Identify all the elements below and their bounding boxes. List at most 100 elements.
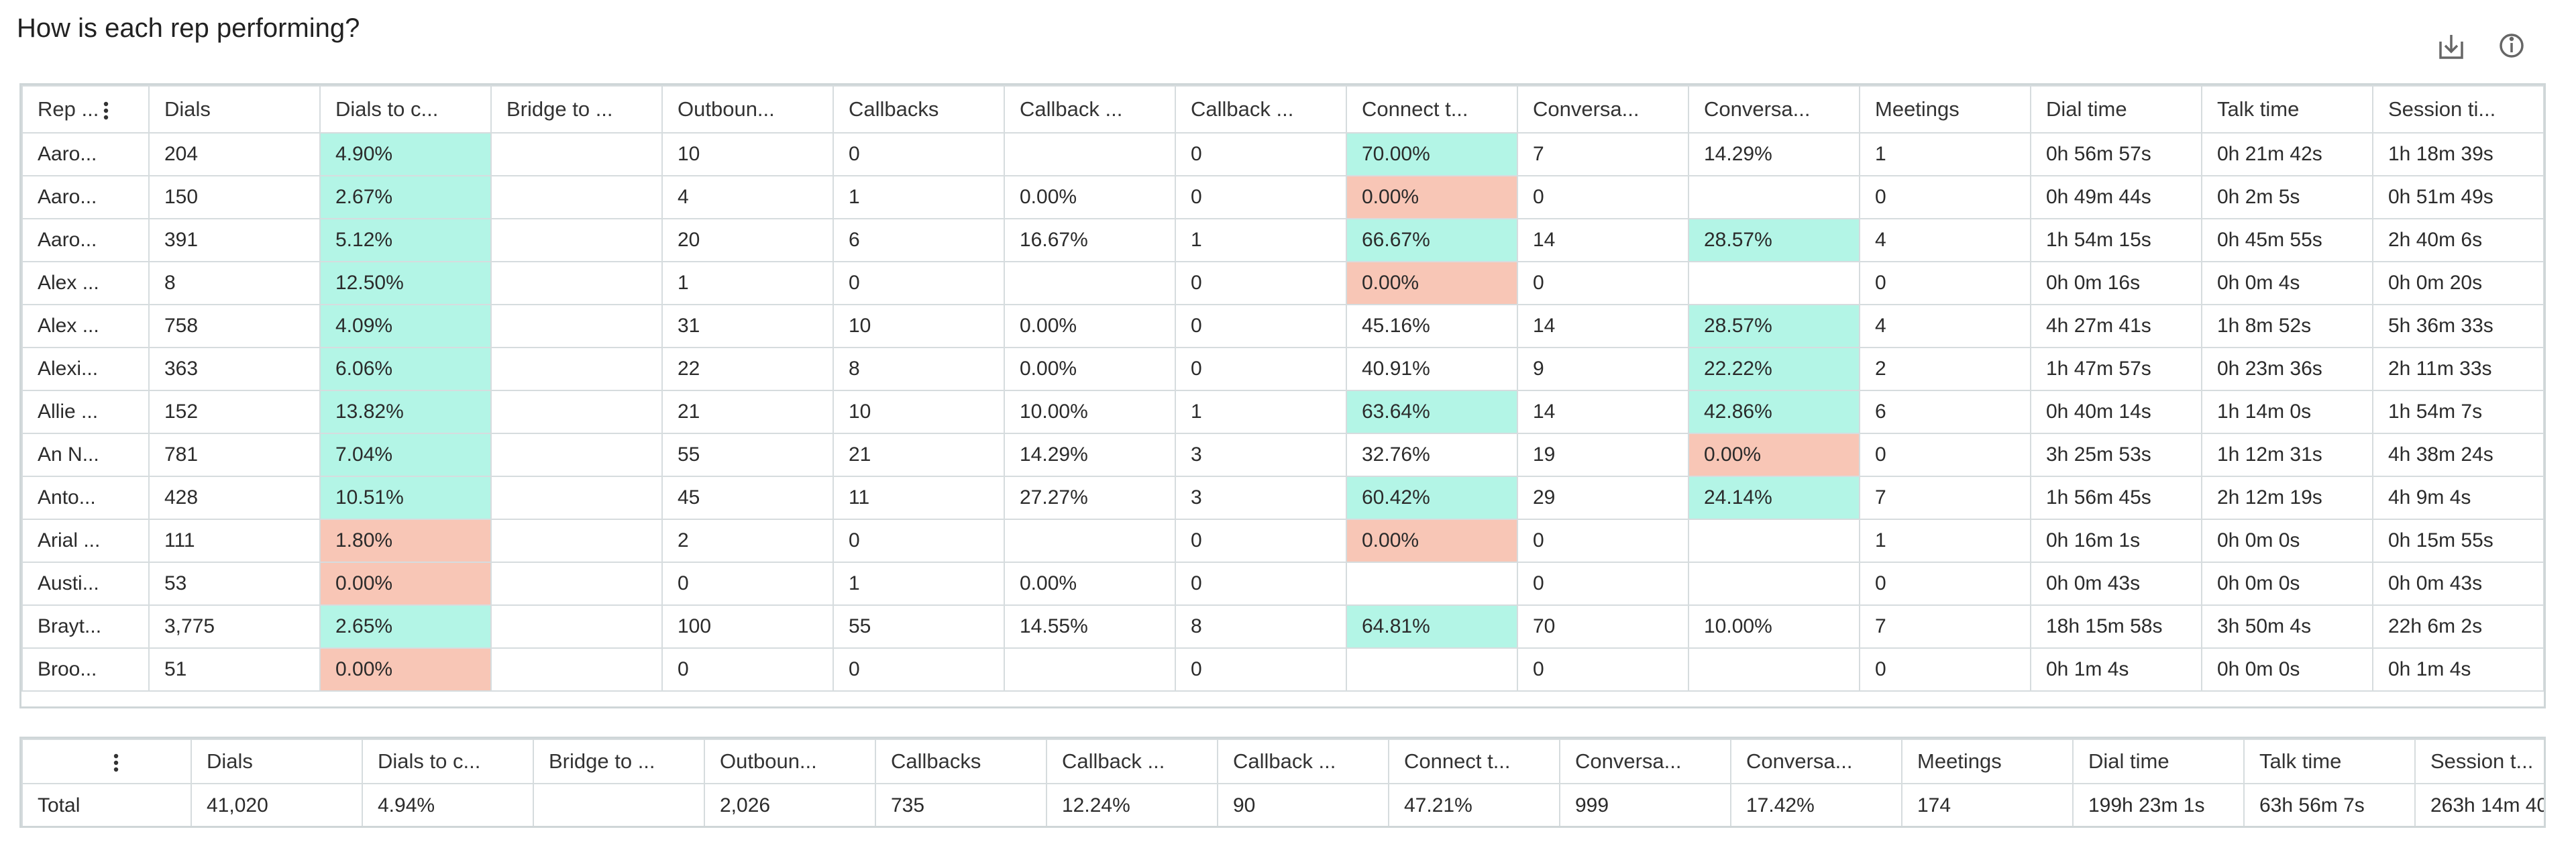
table-cell: [490, 433, 663, 477]
column-header[interactable]: Conversa...: [1730, 739, 1902, 784]
table-cell: 31: [661, 304, 834, 348]
table-cell: 4h 38m 24s: [2372, 433, 2544, 477]
column-header[interactable]: Conversa...: [1688, 85, 1860, 134]
column-header[interactable]: Conversa...: [1517, 85, 1689, 134]
column-header[interactable]: Conversa...: [1559, 739, 1731, 784]
rep-name-cell: Aaro...: [21, 175, 150, 219]
column-menu-icon[interactable]: [113, 753, 119, 773]
table-cell: 1.80%: [319, 519, 492, 563]
column-header[interactable]: Meetings: [1859, 85, 2031, 134]
column-header[interactable]: Callback ...: [1046, 739, 1218, 784]
table-cell: 28.57%: [1688, 218, 1860, 262]
table-cell: 8: [148, 261, 321, 305]
column-menu-icon[interactable]: [103, 101, 109, 121]
table-cell: 0h 0m 43s: [2030, 562, 2202, 606]
column-header[interactable]: Callback ...: [1217, 739, 1389, 784]
table-row: Anto... 428 10.51% 45 11 27.27% 3 60.42% 29 24.14…: [21, 476, 2544, 520]
info-icon[interactable]: [2500, 34, 2524, 58]
table-cell: 40.91%: [1346, 347, 1518, 391]
column-header[interactable]: Dials: [148, 85, 321, 134]
table-cell: 0: [833, 132, 1005, 176]
column-header[interactable]: Connect t...: [1388, 739, 1560, 784]
table-cell: 1: [833, 175, 1005, 219]
total-cell: 735: [875, 783, 1047, 826]
table-cell: 10.51%: [319, 476, 492, 520]
column-header[interactable]: Meetings: [1901, 739, 2074, 784]
column-header[interactable]: Callback ...: [1004, 85, 1176, 134]
table-cell: 0: [1859, 175, 2031, 219]
table-cell: 5.12%: [319, 218, 492, 262]
table-cell: 60.42%: [1346, 476, 1518, 520]
column-header[interactable]: Rep ...: [21, 85, 150, 134]
table-cell: 24.14%: [1688, 476, 1860, 520]
column-header[interactable]: Dial time: [2030, 85, 2202, 134]
column-header[interactable]: Dials to c...: [319, 85, 492, 134]
table-cell: 0h 45m 55s: [2201, 218, 2373, 262]
table-cell: 0: [1517, 647, 1689, 692]
table-cell: [490, 261, 663, 305]
table-cell: 0h 0m 16s: [2030, 261, 2202, 305]
total-cell: 2,026: [704, 783, 876, 826]
download-icon[interactable]: [2439, 35, 2463, 59]
table-cell: 100: [661, 604, 834, 649]
table-cell: 20: [661, 218, 834, 262]
table-cell: [1004, 647, 1176, 692]
table-cell: [1688, 647, 1860, 692]
table-cell: 0: [1517, 519, 1689, 563]
column-header[interactable]: Outboun...: [704, 739, 876, 784]
table-cell: [1004, 519, 1176, 563]
column-header[interactable]: Dials to c...: [362, 739, 534, 784]
column-header[interactable]: Connect t...: [1346, 85, 1518, 134]
column-header[interactable]: Dials: [191, 739, 363, 784]
rep-name-cell: Aaro...: [21, 218, 150, 262]
table-cell: 19: [1517, 433, 1689, 477]
table-row: Aaro... 204 4.90% 10 0 0 70.00% 7 14.29% 1 0h 56m …: [21, 132, 2544, 176]
table-cell: 1h 54m 15s: [2030, 218, 2202, 262]
table-cell: 0.00%: [1004, 562, 1176, 606]
table-cell: 428: [148, 476, 321, 520]
table-cell: [490, 390, 663, 434]
column-header[interactable]: Bridge to ...: [533, 739, 705, 784]
table-cell: 0h 0m 4s: [2201, 261, 2373, 305]
table-row: Aaro... 391 5.12% 20 6 16.67% 1 66.67% 14 28.57% 4…: [21, 218, 2544, 262]
toolbar-icons: [2439, 34, 2524, 59]
table-cell: 0h 23m 36s: [2201, 347, 2373, 391]
column-header[interactable]: Callbacks: [875, 739, 1047, 784]
table-cell: 0: [1175, 562, 1347, 606]
rep-name-cell: Brayt...: [21, 604, 150, 649]
table-cell: 150: [148, 175, 321, 219]
column-header[interactable]: Callbacks: [833, 85, 1005, 134]
total-cell: 47.21%: [1388, 783, 1560, 826]
table-cell: 2h 40m 6s: [2372, 218, 2544, 262]
rep-name-cell: Alexi...: [21, 347, 150, 391]
table-cell: 1h 18m 39s: [2372, 132, 2544, 176]
table-cell: 14: [1517, 218, 1689, 262]
column-header[interactable]: Session ti...: [2372, 85, 2544, 134]
column-header[interactable]: [21, 739, 192, 784]
table-cell: 2h 12m 19s: [2201, 476, 2373, 520]
column-header[interactable]: Talk time: [2243, 739, 2416, 784]
column-header[interactable]: Talk time: [2201, 85, 2373, 134]
table-cell: 7.04%: [319, 433, 492, 477]
table-cell: [1688, 562, 1860, 606]
table-row: Broo... 51 0.00% 0 0 0 0 0 0h 1m 4s 0h 0m 0s 0h 1m…: [21, 647, 2544, 692]
table-cell: 204: [148, 132, 321, 176]
table-cell: 0h 16m 1s: [2030, 519, 2202, 563]
table-cell: 0: [1175, 261, 1347, 305]
table-cell: 363: [148, 347, 321, 391]
column-header[interactable]: Dial time: [2072, 739, 2245, 784]
column-header[interactable]: Session t...: [2414, 739, 2544, 784]
table-cell: 9: [1517, 347, 1689, 391]
table-cell: 1: [661, 261, 834, 305]
table-cell: 0: [1517, 261, 1689, 305]
table-cell: 14.55%: [1004, 604, 1176, 649]
table-cell: 0: [661, 647, 834, 692]
table-cell: 1h 14m 0s: [2201, 390, 2373, 434]
table-cell: 0h 49m 44s: [2030, 175, 2202, 219]
column-header[interactable]: Outboun...: [661, 85, 834, 134]
table-cell: 1h 8m 52s: [2201, 304, 2373, 348]
table-cell: 70.00%: [1346, 132, 1518, 176]
table-cell: 6: [1859, 390, 2031, 434]
column-header[interactable]: Callback ...: [1175, 85, 1347, 134]
column-header[interactable]: Bridge to ...: [490, 85, 663, 134]
